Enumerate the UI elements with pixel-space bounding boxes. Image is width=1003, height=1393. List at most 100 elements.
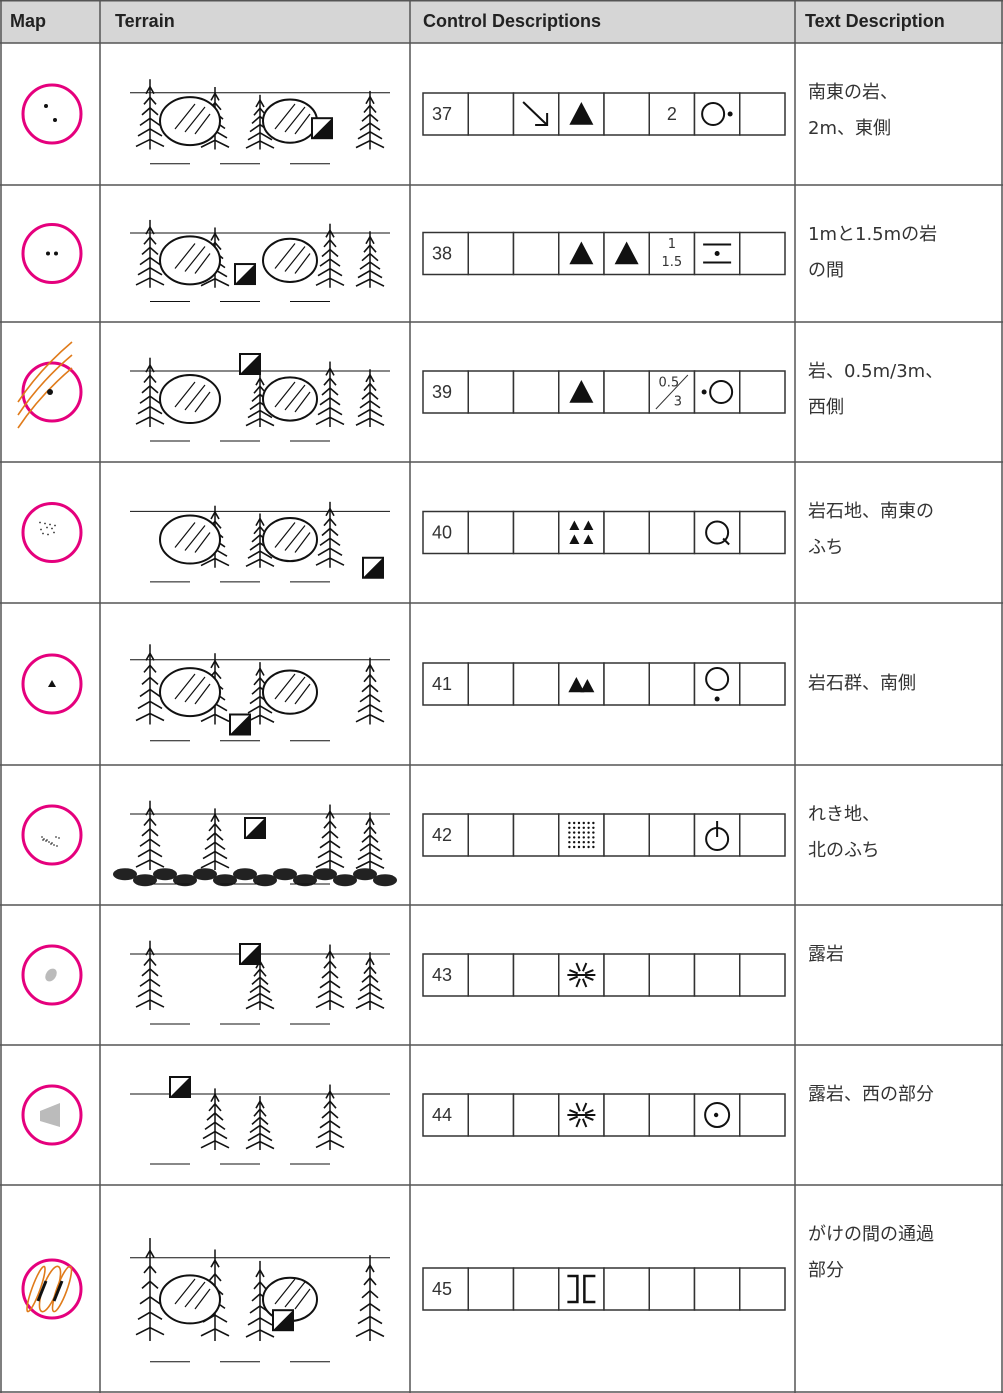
description-cell — [648, 1093, 696, 1137]
symbol-dot — [592, 831, 595, 834]
sketch-tree — [135, 946, 165, 1008]
text-description: 西側 — [808, 397, 844, 418]
symbol-dot — [577, 826, 581, 829]
symbol-star — [575, 978, 581, 988]
sketch-stone — [233, 868, 257, 881]
symbol-triangle — [568, 677, 585, 693]
description-cell — [512, 231, 560, 276]
sketch-tree — [135, 1248, 165, 1336]
symbol-dot — [582, 821, 585, 825]
sketch-hatch — [274, 381, 311, 413]
sketch-stone — [353, 868, 377, 881]
symbol-triangle — [569, 520, 580, 530]
sketch-hatch — [274, 673, 311, 705]
description-cell — [739, 92, 786, 136]
sketch-rock — [159, 667, 221, 718]
symbol-tick — [722, 537, 730, 546]
description-cell — [512, 370, 560, 414]
sketch-tree — [135, 85, 165, 148]
text-description: 露岩 — [808, 944, 844, 965]
symbol-dot — [587, 831, 590, 834]
sketch-tree — [245, 666, 275, 723]
sketch-hatch — [174, 381, 211, 413]
symbol-star — [568, 975, 579, 981]
map-circle — [21, 502, 83, 563]
symbol-dot — [592, 826, 595, 829]
symbol-dot — [714, 696, 720, 702]
symbol-dot — [568, 841, 571, 844]
sketch-rock — [262, 376, 318, 422]
sketch-tree — [355, 956, 385, 1009]
map-circle — [21, 653, 83, 715]
sketch-stone — [293, 874, 317, 887]
sketch-tree — [315, 228, 345, 287]
symbol-dot — [582, 841, 585, 844]
map-circle — [21, 1084, 83, 1146]
description-cell — [603, 510, 650, 555]
symbol-dot — [577, 831, 581, 834]
symbol-triangle — [580, 679, 595, 693]
sketch-rock — [262, 237, 318, 283]
sketch-stone — [193, 868, 217, 881]
map-speck — [49, 523, 51, 526]
symbol-dot — [568, 826, 571, 829]
control-number: 37 — [432, 104, 452, 124]
symbol-circle — [705, 520, 730, 545]
sketch-tree — [355, 1263, 385, 1338]
symbol-dot — [582, 826, 585, 829]
description-cell — [739, 662, 786, 706]
description-cell — [603, 370, 650, 414]
sketch-hatch — [274, 522, 311, 553]
description-cell — [648, 231, 696, 276]
map-speck — [40, 528, 42, 531]
symbol-circle — [701, 102, 726, 126]
control-number: 40 — [432, 522, 452, 542]
description-cell — [422, 662, 469, 706]
sketch-stone — [313, 868, 337, 881]
symbol-dot — [587, 841, 590, 844]
sketch-rock — [159, 235, 221, 286]
symbol-triangle — [569, 241, 594, 265]
map-speck — [51, 527, 53, 530]
map-circle — [21, 804, 83, 866]
map-speck — [47, 533, 49, 536]
sketch-hatch — [274, 103, 311, 135]
header-terrain: Terrain — [115, 11, 175, 31]
sketch-tree — [135, 225, 165, 286]
symbol-star — [575, 962, 581, 972]
symbol-arrow — [522, 101, 548, 126]
symbol-triangle — [614, 241, 639, 265]
symbol-dot — [577, 845, 581, 849]
sketch-hatch — [174, 103, 211, 135]
description-cell — [467, 231, 515, 276]
description-cell — [603, 92, 650, 136]
symbol-dot — [572, 826, 576, 829]
map-dot — [47, 389, 53, 395]
sketch-tree — [245, 516, 275, 568]
sketch-stone — [253, 874, 277, 887]
symbol-dot — [582, 845, 585, 849]
symbol-star — [584, 1109, 594, 1115]
sketch-tree — [200, 1093, 230, 1149]
description-cell — [739, 370, 786, 414]
sketch-flag-half — [170, 1077, 190, 1097]
description-cell — [467, 662, 515, 706]
map-speck — [46, 526, 48, 529]
map-circle — [21, 83, 83, 145]
sketch-tree — [355, 235, 385, 287]
description-cell — [512, 1267, 560, 1311]
sketch-tree — [315, 1089, 345, 1149]
text-description: の間 — [808, 260, 844, 281]
description-cell — [693, 510, 741, 555]
symbol-triangle — [583, 534, 594, 544]
sketch-rock — [159, 374, 221, 424]
description-cell — [422, 370, 469, 414]
description-cell — [739, 1267, 786, 1311]
map-speck — [56, 845, 58, 847]
sketch-hatch — [174, 1278, 211, 1310]
sketch-stone — [373, 874, 397, 887]
text-description: 露岩、西の部分 — [808, 1084, 934, 1105]
sketch-hatch — [174, 673, 211, 705]
text-description: 岩、0.5m/3m、 — [808, 361, 943, 382]
description-cell — [739, 510, 786, 555]
